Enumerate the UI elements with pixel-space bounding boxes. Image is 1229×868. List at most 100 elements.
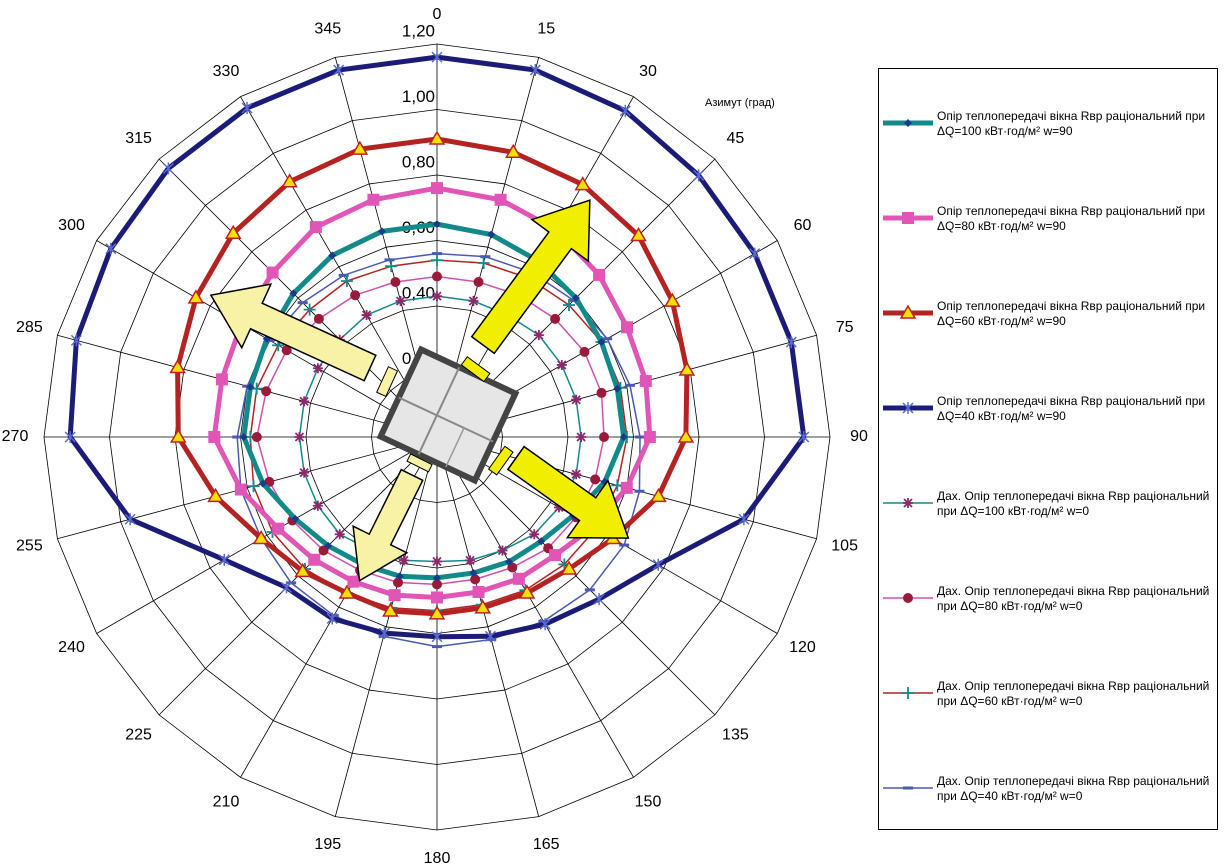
marker	[593, 268, 606, 281]
marker	[571, 394, 582, 405]
marker	[652, 558, 664, 571]
marker	[428, 605, 446, 620]
marker	[433, 220, 441, 229]
marker	[432, 556, 442, 567]
building-wall	[445, 427, 465, 468]
marker	[351, 140, 369, 155]
marker	[328, 251, 337, 260]
marker	[215, 373, 228, 386]
building-wall	[398, 396, 494, 443]
marker	[377, 227, 386, 236]
marker	[597, 338, 606, 347]
marker	[571, 469, 582, 480]
marker	[474, 599, 492, 614]
legend-label: Опір теплопередачі вікна Rвр раціональни…	[937, 394, 1206, 423]
marker	[512, 572, 525, 585]
legend-label: Опір теплопередачі вікна Rвр раціональни…	[937, 299, 1206, 328]
marker	[432, 579, 442, 590]
y-tick-label: 0,80	[402, 152, 435, 171]
marker	[350, 290, 361, 301]
marker	[504, 143, 522, 159]
marker	[484, 630, 496, 643]
arrow	[209, 283, 377, 382]
marker	[393, 577, 404, 588]
marker	[596, 387, 607, 398]
category-label: 285	[16, 319, 43, 336]
marker	[338, 584, 356, 599]
series	[64, 51, 810, 643]
marker	[312, 500, 323, 511]
legend-entry: Дах. Опір теплопередачі вікна Rвр раціон…	[879, 584, 1217, 624]
marker	[291, 514, 300, 523]
marker	[431, 630, 443, 643]
marker	[738, 513, 750, 526]
legend-label: Дах. Опір теплопередачі вікна Rвр раціон…	[937, 679, 1210, 708]
arrow	[506, 445, 630, 539]
marker	[395, 295, 406, 306]
spoke	[436, 436, 540, 817]
marker	[431, 51, 443, 64]
marker	[251, 432, 262, 442]
marker	[347, 575, 360, 588]
arrow	[470, 199, 591, 355]
marker	[312, 363, 323, 374]
marker	[693, 169, 705, 182]
legend-swatch	[883, 212, 933, 224]
marker	[169, 359, 186, 374]
marker	[785, 336, 797, 349]
marker	[432, 291, 442, 302]
marker	[431, 591, 443, 604]
category-label: 15	[537, 21, 555, 38]
marker	[465, 555, 476, 566]
series	[169, 130, 696, 620]
marker	[252, 530, 270, 545]
legend-entry: Опір теплопередачі вікна Rвр раціональни…	[879, 204, 1217, 244]
spoke	[96, 436, 438, 634]
marker	[259, 479, 268, 488]
marker	[294, 562, 311, 578]
marker	[619, 104, 631, 117]
marker	[749, 247, 761, 260]
arrow	[352, 468, 424, 582]
marker	[333, 64, 345, 77]
marker	[390, 276, 401, 287]
marker	[639, 375, 652, 388]
building-outline	[376, 345, 520, 485]
category-label: 210	[213, 794, 240, 811]
marker	[241, 101, 253, 114]
marker	[272, 522, 285, 535]
marker	[621, 321, 634, 334]
legend-swatch	[883, 593, 933, 603]
marker	[398, 555, 409, 566]
marker	[105, 242, 117, 255]
y-tick-label: 1,00	[402, 87, 435, 106]
legend-swatch	[883, 402, 933, 414]
marker	[549, 549, 562, 562]
legend-label: Дах. Опір теплопередачі вікна Rвр раціон…	[937, 489, 1210, 518]
marker	[385, 260, 398, 273]
legend-label: Опір теплопередачі вікна Rвр раціональни…	[937, 109, 1206, 138]
marker	[207, 487, 224, 503]
category-label: 120	[789, 639, 816, 656]
legend-entry: Опір теплопередачі вікна Rвр раціональни…	[879, 109, 1217, 149]
legend-entry: Опір теплопередачі вікна Rвр раціональни…	[879, 394, 1217, 434]
spoke	[436, 436, 634, 778]
marker	[494, 193, 507, 206]
legend-label: Дах. Опір теплопередачі вікна Rвр раціон…	[937, 584, 1210, 613]
spoke	[334, 436, 438, 817]
spoke	[158, 158, 438, 438]
marker	[250, 382, 263, 395]
marker	[281, 345, 292, 356]
marker	[428, 130, 446, 145]
marker	[239, 433, 248, 441]
marker	[289, 289, 298, 298]
arrow-segment	[460, 356, 491, 383]
marker	[902, 212, 914, 224]
marker	[899, 305, 917, 319]
legend-swatch	[883, 498, 933, 508]
category-label: 30	[639, 63, 657, 80]
legend: Опір теплопередачі вікна Rвр раціональни…	[878, 68, 1218, 830]
marker	[904, 119, 912, 127]
category-label: 75	[836, 319, 854, 336]
